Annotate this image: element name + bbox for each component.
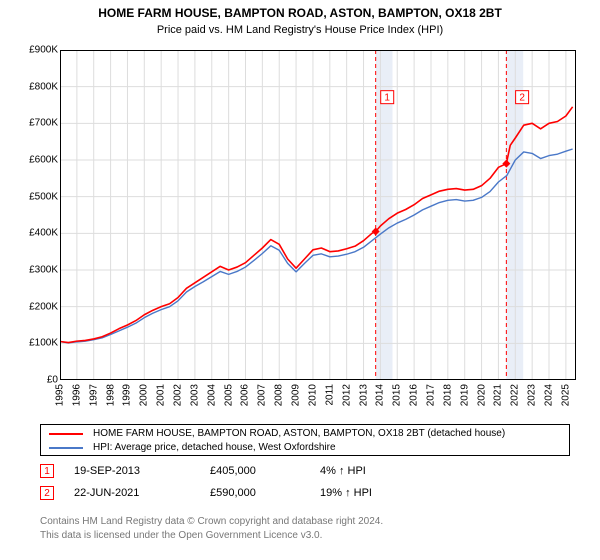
- legend-item: HOME FARM HOUSE, BAMPTON ROAD, ASTON, BA…: [49, 428, 505, 439]
- footnote-line2: This data is licensed under the Open Gov…: [40, 530, 322, 541]
- y-tick-label: £0: [8, 375, 58, 386]
- y-tick-label: £300K: [8, 265, 58, 276]
- x-tick-label: 2015: [392, 384, 403, 406]
- x-tick-label: 2011: [324, 384, 335, 406]
- x-tick-label: 2005: [223, 384, 234, 406]
- svg-text:2: 2: [519, 93, 525, 104]
- transaction-date: 22-JUN-2021: [74, 487, 139, 499]
- legend-label: HPI: Average price, detached house, West…: [93, 442, 336, 453]
- transaction-price: £405,000: [210, 465, 256, 477]
- x-tick-label: 2014: [375, 384, 386, 406]
- legend-swatch: [49, 447, 83, 449]
- y-tick-label: £200K: [8, 301, 58, 312]
- legend-swatch: [49, 433, 83, 435]
- x-tick-label: 1996: [71, 384, 82, 406]
- x-tick-label: 2010: [307, 384, 318, 406]
- y-tick-label: £100K: [8, 338, 58, 349]
- x-tick-label: 2018: [442, 384, 453, 406]
- x-tick-label: 2020: [476, 384, 487, 406]
- chart-subtitle: Price paid vs. HM Land Registry's House …: [0, 24, 600, 36]
- transaction-hpi-delta: 19% ↑ HPI: [320, 487, 372, 499]
- svg-text:1: 1: [384, 93, 390, 104]
- x-tick-label: 2016: [409, 384, 420, 406]
- transaction-date: 19-SEP-2013: [74, 465, 140, 477]
- x-tick-label: 1995: [55, 384, 66, 406]
- x-tick-label: 2002: [173, 384, 184, 406]
- x-tick-label: 1998: [105, 384, 116, 406]
- x-tick-label: 2001: [156, 384, 167, 406]
- x-tick-label: 2017: [425, 384, 436, 406]
- footnote-line1: Contains HM Land Registry data © Crown c…: [40, 516, 383, 527]
- x-tick-label: 1997: [88, 384, 99, 406]
- y-tick-label: £800K: [8, 81, 58, 92]
- transaction-row: 1 19-SEP-2013 £405,000 4% ↑ HPI: [40, 464, 560, 478]
- x-tick-label: 2013: [358, 384, 369, 406]
- legend-item: HPI: Average price, detached house, West…: [49, 442, 336, 453]
- x-tick-label: 2022: [510, 384, 521, 406]
- x-tick-label: 2008: [274, 384, 285, 406]
- transaction-marker-number: 1: [40, 464, 54, 478]
- transaction-price: £590,000: [210, 487, 256, 499]
- x-tick-label: 2003: [189, 384, 200, 406]
- x-tick-label: 2007: [257, 384, 268, 406]
- transaction-hpi-delta: 4% ↑ HPI: [320, 465, 366, 477]
- x-tick-label: 2021: [493, 384, 504, 406]
- y-tick-label: £400K: [8, 228, 58, 239]
- x-tick-label: 2006: [240, 384, 251, 406]
- x-tick-label: 2009: [291, 384, 302, 406]
- x-tick-label: 2024: [544, 384, 555, 406]
- legend-label: HOME FARM HOUSE, BAMPTON ROAD, ASTON, BA…: [93, 428, 505, 439]
- price-chart: 12: [60, 50, 576, 380]
- y-tick-label: £600K: [8, 155, 58, 166]
- transaction-row: 2 22-JUN-2021 £590,000 19% ↑ HPI: [40, 486, 560, 500]
- x-tick-label: 2000: [139, 384, 150, 406]
- y-tick-label: £500K: [8, 191, 58, 202]
- x-tick-label: 2023: [527, 384, 538, 406]
- transaction-marker-number: 2: [40, 486, 54, 500]
- x-tick-label: 2019: [459, 384, 470, 406]
- x-tick-label: 2025: [560, 384, 571, 406]
- x-tick-label: 1999: [122, 384, 133, 406]
- chart-title: HOME FARM HOUSE, BAMPTON ROAD, ASTON, BA…: [0, 6, 600, 20]
- y-tick-label: £900K: [8, 45, 58, 56]
- y-tick-label: £700K: [8, 118, 58, 129]
- legend: HOME FARM HOUSE, BAMPTON ROAD, ASTON, BA…: [40, 424, 570, 456]
- x-tick-label: 2004: [206, 384, 217, 406]
- x-tick-label: 2012: [341, 384, 352, 406]
